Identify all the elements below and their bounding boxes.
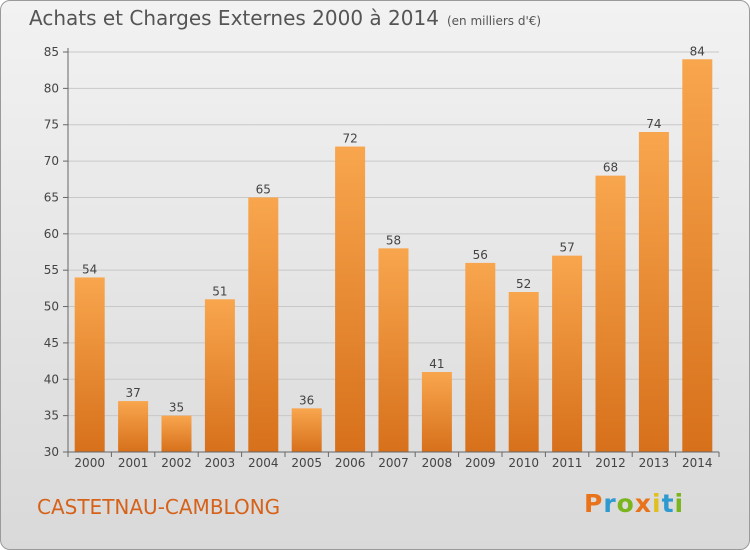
bar [204,299,235,452]
chart-title: Achats et Charges Externes 2000 à 2014 (e… [29,6,541,30]
x-tick-label: 2006 [335,456,366,470]
bar [118,401,149,452]
bar [552,255,583,452]
x-tick-label: 2010 [508,456,539,470]
y-tick-label: 70 [44,154,59,168]
data-label: 35 [169,401,184,415]
logo-letter: i [674,489,685,518]
data-label: 54 [82,262,97,276]
data-label: 51 [212,284,227,298]
x-tick-label: 2004 [248,456,279,470]
bar [248,197,279,452]
logo-letter: t [661,489,675,518]
y-tick-label: 80 [44,81,59,95]
data-label: 41 [429,357,444,371]
bars: 54 37 35 51 65 36 72 58 41 56 52 57 68 74 84 [74,44,713,453]
y-tick-label: 55 [44,263,59,277]
bar [291,408,322,452]
x-tick-label: 2012 [595,456,626,470]
y-tick-label: 35 [44,409,59,423]
logo-letter: i [652,489,662,518]
y-tick-label: 50 [44,300,59,314]
commune-name: CASTETNAU-CAMBLONG [37,495,281,519]
bar [595,175,626,453]
x-tick-label: 2002 [161,456,192,470]
logo-letter: P [584,489,604,518]
bar [682,59,713,452]
x-tick-label: 2009 [465,456,496,470]
logo-letter: o [616,489,635,518]
bar [335,146,366,452]
bar [465,262,496,452]
data-label: 65 [256,182,271,196]
x-tick-label: 2001 [118,456,149,470]
x-tick-label: 2007 [378,456,409,470]
y-axis: 30 35 40 45 50 55 60 65 70 75 80 85 [44,45,69,459]
data-label: 74 [646,117,661,131]
data-label: 37 [125,386,140,400]
data-label: 36 [299,393,314,407]
x-tick-label: 2003 [205,456,236,470]
data-label: 84 [690,44,705,58]
logo-letter: r [603,489,617,518]
x-tick-label: 2011 [552,456,583,470]
y-tick-label: 40 [44,372,59,386]
data-label: 72 [342,132,357,146]
bar [421,372,452,452]
data-label: 52 [516,277,531,291]
y-tick-label: 60 [44,227,59,241]
x-tick-label: 2014 [682,456,713,470]
x-tick-label: 2008 [422,456,453,470]
proxiti-logo[interactable]: Proxiti [584,489,684,518]
bar [161,415,192,452]
bar [508,292,539,452]
bar [74,277,105,452]
y-tick-label: 65 [44,190,59,204]
y-tick-label: 45 [44,336,59,350]
chart-title-text: Achats et Charges Externes 2000 à 2014 [29,6,439,30]
data-label: 68 [603,161,618,175]
y-tick-label: 85 [44,45,59,59]
y-tick-label: 75 [44,118,59,132]
data-label: 56 [473,248,488,262]
x-axis: 2000 2001 2002 2003 2004 2005 2006 2007 2008 2009… [67,451,720,470]
x-tick-label: 2000 [74,456,105,470]
logo-letter: x [634,489,652,518]
data-label: 57 [559,241,574,255]
x-tick-label: 2013 [639,456,670,470]
chart-unit-label: (en milliers d'€) [446,14,542,28]
bar [378,248,409,452]
data-label: 58 [386,233,401,247]
bar [638,132,669,452]
x-tick-label: 2005 [291,456,322,470]
y-tick-label: 30 [44,445,59,459]
